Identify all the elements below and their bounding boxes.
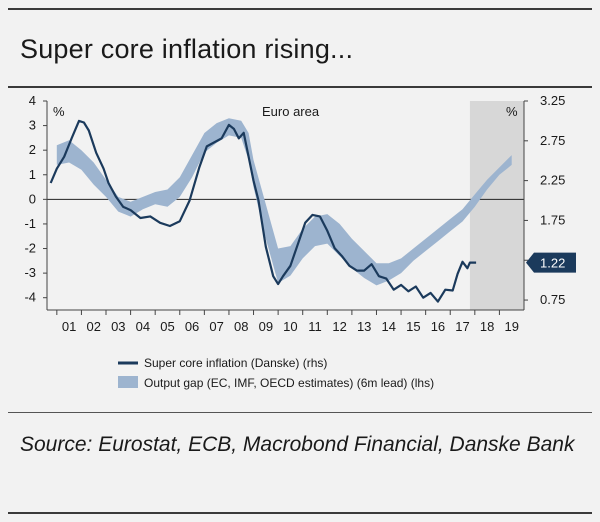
right-tick-label: 2.25 xyxy=(540,173,565,188)
x-tick-label: 01 xyxy=(62,319,76,334)
super-core-inflation-line xyxy=(49,119,477,303)
left-tick-label: 2 xyxy=(29,142,36,157)
left-tick-label: 0 xyxy=(29,191,36,206)
x-tick-label: 13 xyxy=(357,319,371,334)
left-tick-label: -4 xyxy=(24,290,36,305)
legend-line-label: Super core inflation (Danske) (rhs) xyxy=(144,356,327,370)
last-value-callout: 1.22 xyxy=(526,252,576,273)
forecast-shade xyxy=(469,101,524,310)
page-title: Super core inflation rising... xyxy=(20,34,354,64)
x-tick-label: 14 xyxy=(382,319,396,334)
chart-title: Euro area xyxy=(262,104,320,119)
top-rule xyxy=(8,8,592,10)
right-axis: 3.252.752.251.751.250.75 xyxy=(524,93,565,307)
source-note: Source: Eurostat, ECB, Macrobond Financi… xyxy=(20,433,575,456)
legend: Super core inflation (Danske) (rhs) Outp… xyxy=(118,356,434,390)
x-tick-label: 16 xyxy=(431,319,445,334)
x-tick-label: 17 xyxy=(455,319,469,334)
x-tick-label: 19 xyxy=(504,319,518,334)
x-tick-label: 18 xyxy=(480,319,494,334)
left-axis-unit: % xyxy=(53,104,65,119)
right-tick-label: 0.75 xyxy=(540,292,565,307)
left-axis: 4 3 2 1 0 -1 -2 -3 -4 xyxy=(24,93,47,305)
right-axis-unit: % xyxy=(506,104,518,119)
x-tick-label: 02 xyxy=(86,319,100,334)
x-tick-label: 06 xyxy=(185,319,199,334)
x-axis: 01 02 03 04 05 06 07 08 09 10 11 12 13 14 15 16 17 18 19 xyxy=(56,310,519,334)
title-rule xyxy=(8,86,592,88)
right-tick-label: 2.75 xyxy=(540,133,565,148)
right-tick-label: 1.75 xyxy=(540,212,565,227)
x-tick-label: 03 xyxy=(111,319,125,334)
left-tick-label: 1 xyxy=(29,167,36,182)
left-tick-label: -3 xyxy=(24,265,36,280)
x-tick-label: 05 xyxy=(160,319,174,334)
x-tick-label: 07 xyxy=(209,319,223,334)
left-tick-label: -2 xyxy=(24,241,36,256)
source-rule xyxy=(8,412,592,413)
x-tick-label: 08 xyxy=(234,319,248,334)
right-tick-label: 3.25 xyxy=(540,93,565,108)
x-tick-label: 12 xyxy=(332,319,346,334)
x-tick-label: 11 xyxy=(308,319,322,334)
output-gap-band xyxy=(56,118,512,286)
left-tick-label: 3 xyxy=(29,118,36,133)
last-value-label: 1.22 xyxy=(540,256,565,271)
x-tick-label: 09 xyxy=(259,319,273,334)
legend-band-swatch xyxy=(118,376,138,388)
x-tick-label: 15 xyxy=(406,319,420,334)
left-tick-label: 4 xyxy=(29,93,36,108)
x-tick-label: 04 xyxy=(136,319,150,334)
last-value-callout-box xyxy=(526,252,576,273)
left-tick-label: -1 xyxy=(24,216,36,231)
legend-band-label: Output gap (EC, IMF, OECD estimates) (6m… xyxy=(144,376,434,390)
bottom-rule xyxy=(8,512,592,514)
x-tick-label: 10 xyxy=(283,319,297,334)
